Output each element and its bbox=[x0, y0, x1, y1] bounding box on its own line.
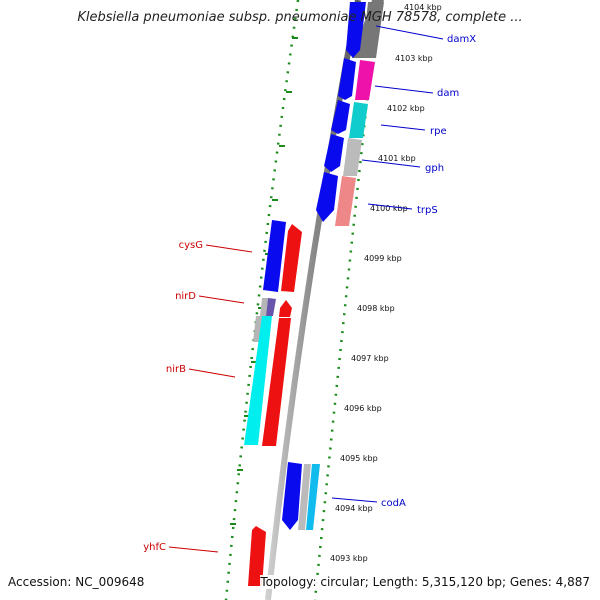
trpS-leader-line bbox=[367, 203, 413, 210]
cysG-gene-red[interactable] bbox=[281, 224, 302, 292]
accession-text: Accession: NC_009648 bbox=[8, 575, 145, 589]
gene-label-damX[interactable]: damX bbox=[447, 34, 476, 45]
nirD-gene-red[interactable] bbox=[279, 300, 292, 317]
nirD-gene-grey[interactable] bbox=[260, 298, 268, 316]
nirD-leader-line bbox=[198, 295, 245, 304]
cysG-leader-line bbox=[205, 244, 253, 253]
nirD-gene-purple[interactable] bbox=[266, 298, 276, 316]
gph-leader-line bbox=[361, 159, 421, 168]
tick-label-4099: 4099 kbp bbox=[364, 254, 402, 263]
trpS-gene-pink[interactable] bbox=[335, 176, 356, 226]
dam-gene-magenta[interactable] bbox=[355, 60, 375, 100]
tick-label-4102: 4102 kbp bbox=[387, 104, 425, 113]
tick-label-4093: 4093 kbp bbox=[330, 554, 368, 563]
tick-label-4096: 4096 kbp bbox=[344, 404, 382, 413]
tick-label-4097: 4097 kbp bbox=[351, 354, 389, 363]
gene-label-gph[interactable]: gph bbox=[425, 163, 444, 174]
gene-label-yhfC[interactable]: yhfC bbox=[143, 542, 166, 553]
gph-gene-blue[interactable] bbox=[324, 134, 344, 172]
nirB-gene-cyan[interactable] bbox=[244, 316, 272, 445]
gph-gene-grey[interactable] bbox=[343, 138, 362, 176]
trpS-gene-blue[interactable] bbox=[316, 172, 338, 222]
tick-label-4094: 4094 kbp bbox=[335, 504, 373, 513]
yhfC-gene-red[interactable] bbox=[248, 526, 266, 586]
gene-label-nirB[interactable]: nirB bbox=[166, 364, 186, 375]
page-title: Klebsiella pneumoniae subsp. pneumoniae … bbox=[77, 10, 523, 25]
cysG-gene-blue[interactable] bbox=[263, 220, 286, 292]
reverse-gene-labels: cysG nirD nirB yhfC bbox=[143, 240, 253, 553]
gene-label-codA[interactable]: codA bbox=[381, 498, 406, 509]
gene-label-dam[interactable]: dam bbox=[437, 88, 459, 99]
gene-label-nirD[interactable]: nirD bbox=[175, 291, 196, 302]
damX-gene-blue[interactable] bbox=[346, 2, 366, 58]
codA-gene-grey[interactable] bbox=[298, 464, 311, 530]
damX-leader-line bbox=[375, 25, 444, 40]
gene-label-cysG[interactable]: cysG bbox=[179, 240, 203, 251]
forward-gene-labels: damX dam rpe gph trpS codA bbox=[331, 25, 476, 509]
rpe-gene-blue[interactable] bbox=[331, 100, 350, 134]
tick-label-4095: 4095 kbp bbox=[340, 454, 378, 463]
codA-leader-line bbox=[331, 497, 378, 503]
dam-gene-blue[interactable] bbox=[338, 58, 356, 100]
tick-label-4103: 4103 kbp bbox=[395, 54, 433, 63]
damX-gene-grey[interactable] bbox=[362, 2, 384, 58]
codA-gene-lightblue[interactable] bbox=[306, 464, 320, 530]
forward-strand-features bbox=[282, 2, 384, 530]
tick-label-4100: 4100 kbp bbox=[370, 204, 408, 213]
tick-label-4101: 4101 kbp bbox=[378, 154, 416, 163]
rpe-gene-teal[interactable] bbox=[349, 102, 368, 138]
tick-label-4098: 4098 kbp bbox=[357, 304, 395, 313]
codA-gene-blue[interactable] bbox=[282, 462, 302, 530]
scale-tick-labels: 4104 kbp 4103 kbp 4102 kbp 4101 kbp 4100… bbox=[330, 3, 442, 563]
gene-label-rpe[interactable]: rpe bbox=[430, 126, 447, 137]
reverse-strand-features bbox=[244, 220, 302, 586]
yhfC-leader-line bbox=[168, 546, 219, 553]
rpe-leader-line bbox=[380, 124, 426, 131]
gene-label-trpS[interactable]: trpS bbox=[417, 205, 438, 216]
nirB-leader-line bbox=[188, 368, 236, 378]
topology-text: Topology: circular; Length: 5,315,120 bp… bbox=[260, 575, 590, 589]
nirB-gene-red[interactable] bbox=[262, 318, 291, 446]
tick-label-4104: 4104 kbp bbox=[404, 3, 442, 12]
dam-leader-line bbox=[374, 85, 434, 94]
